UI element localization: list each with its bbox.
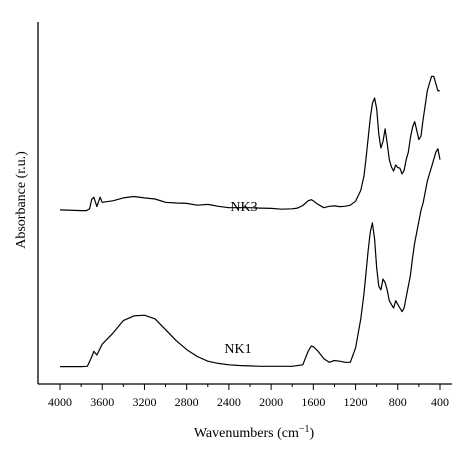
x-tick-label: 2000 bbox=[259, 395, 283, 409]
x-axis-title: Wavenumbers (cm−1) bbox=[194, 424, 315, 441]
x-tick-label: 800 bbox=[389, 395, 407, 409]
series-line-nk1 bbox=[60, 148, 441, 368]
x-axis-title-main: Wavenumbers (cm bbox=[194, 426, 299, 441]
series-label-nk1: NK1 bbox=[224, 342, 251, 357]
x-axis-title-close: ) bbox=[309, 426, 314, 441]
series-line-nk3 bbox=[59, 75, 440, 212]
x-tick-label: 2400 bbox=[217, 395, 241, 409]
x-tick-label: 400 bbox=[431, 395, 449, 409]
x-ticks: 4000 3600 3200 2800 2400 2000 1600 1200 800 400 bbox=[48, 384, 449, 409]
series-label-nk3: NK3 bbox=[230, 200, 257, 215]
x-tick-label: 3200 bbox=[132, 395, 156, 409]
series-layer bbox=[59, 75, 441, 368]
x-axis-title-exponent: −1 bbox=[299, 424, 310, 435]
x-axis: 4000 3600 3200 2800 2400 2000 1600 1200 800 400 bbox=[38, 383, 452, 409]
x-tick-label: 1600 bbox=[301, 395, 325, 409]
x-tick-label: 1200 bbox=[344, 395, 368, 409]
x-tick-label: 2800 bbox=[175, 395, 199, 409]
x-tick-label: 3600 bbox=[90, 395, 114, 409]
y-axis-title: Absorbance (r.u.) bbox=[14, 151, 29, 249]
x-tick-label: 4000 bbox=[48, 395, 72, 409]
